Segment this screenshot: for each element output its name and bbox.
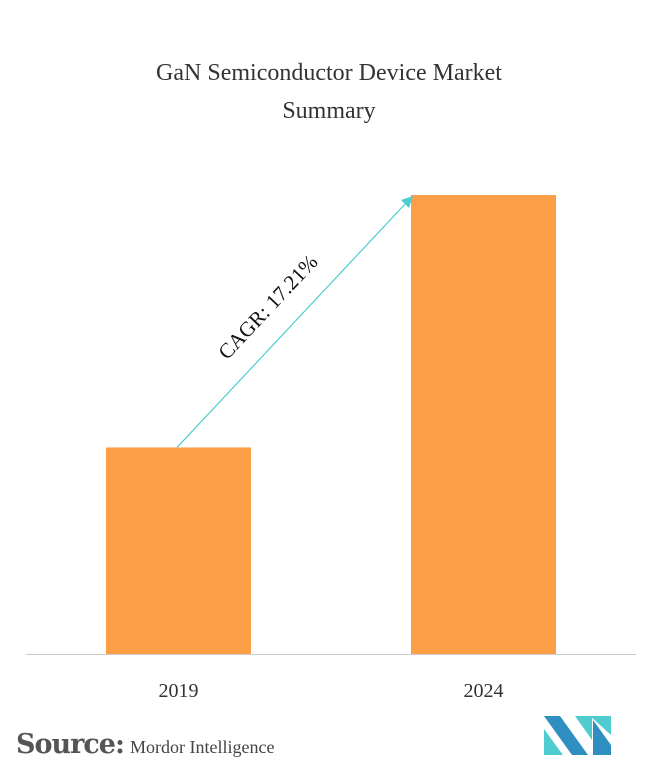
chart-title-line: GaN Semiconductor Device Market — [156, 60, 502, 86]
chart-title-line: Summary — [282, 98, 376, 124]
bar-2019 — [106, 447, 251, 654]
source-label: Source: — [16, 729, 125, 760]
cagr-arrow-line — [176, 201, 408, 448]
source-name: Mordor Intelligence — [130, 737, 275, 757]
x-tick-label: 2024 — [464, 680, 504, 702]
cagr-label: CAGR: 17.21% — [213, 250, 322, 364]
x-tick-label: 2019 — [159, 680, 199, 702]
cagr-arrowhead — [401, 196, 413, 208]
bar-2024 — [411, 195, 556, 654]
chart-title: GaN Semiconductor Device Market Summary — [0, 54, 658, 130]
